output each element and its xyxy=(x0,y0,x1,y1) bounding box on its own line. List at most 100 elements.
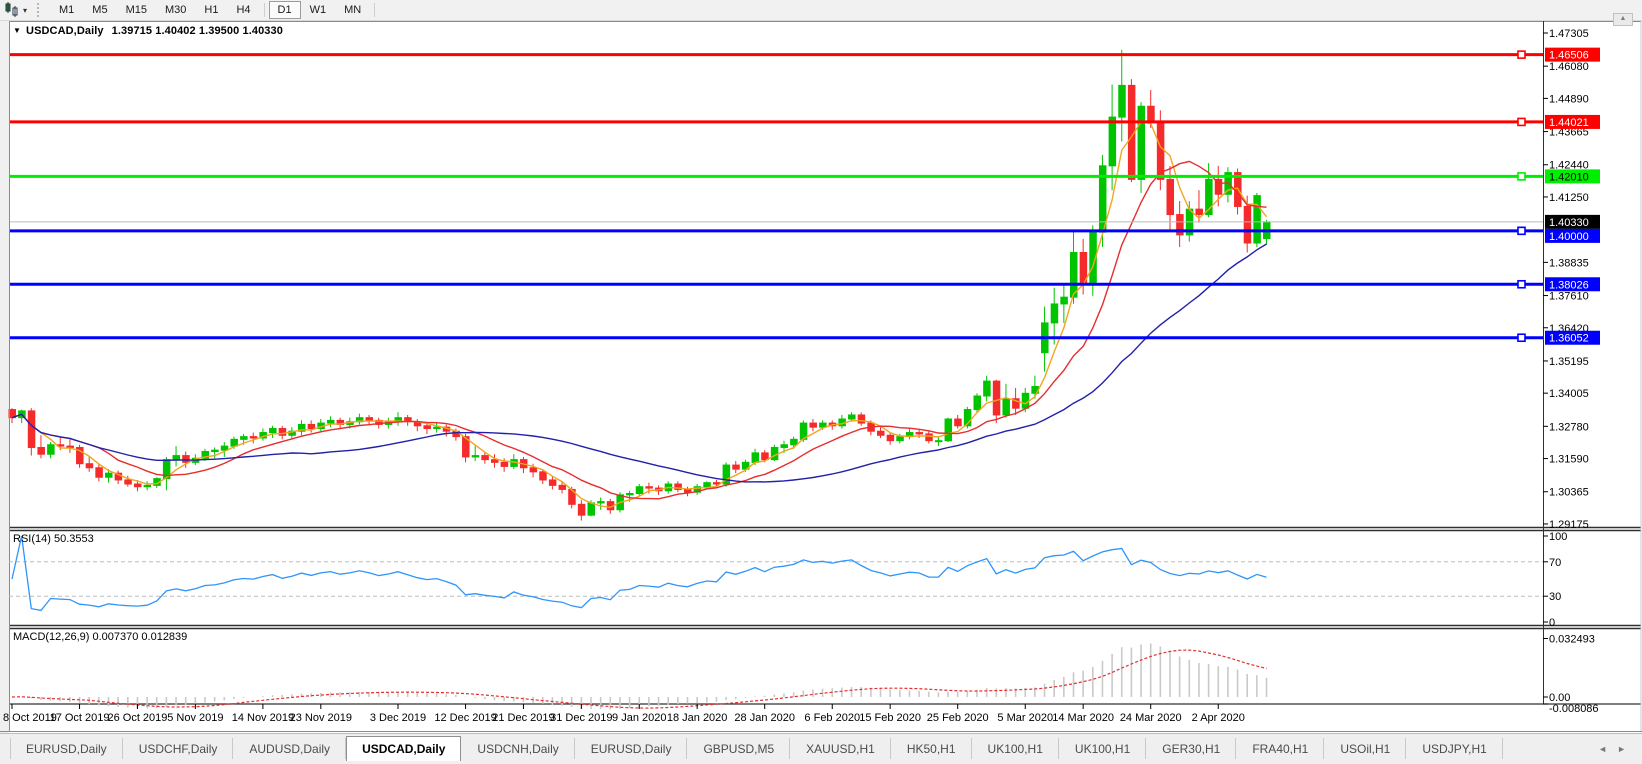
tab-scroll-left-icon[interactable]: ◄ xyxy=(1598,743,1608,754)
candle-body xyxy=(645,486,653,489)
toolbar-divider xyxy=(263,3,265,17)
macd-panel: 0.032493 0.00-0.008086 xyxy=(11,634,1599,715)
candle-body xyxy=(848,414,856,420)
candle-body xyxy=(587,502,595,516)
macd-tick-label: 0.032493 xyxy=(1549,634,1595,646)
date-tick-label: 24 Mar 2020 xyxy=(1120,712,1182,724)
chart-tab-usdchf-daily[interactable]: USDCHF,Daily xyxy=(123,738,234,759)
collapse-triangle-icon[interactable]: ▼ xyxy=(13,26,22,35)
chart-background xyxy=(9,21,1642,733)
candle-body xyxy=(47,444,55,455)
candle-body xyxy=(684,488,692,493)
chart-tab-uk100-h1[interactable]: UK100,H1 xyxy=(1059,738,1147,759)
date-tick-label: 25 Feb 2020 xyxy=(927,712,989,724)
level-handle[interactable] xyxy=(1517,117,1526,127)
scroll-up-button[interactable]: ▲ xyxy=(1613,13,1633,26)
candle-body xyxy=(819,422,827,428)
date-tick-label: 23 Nov 2019 xyxy=(290,712,352,724)
level-handle[interactable] xyxy=(1517,172,1526,181)
chart-tab-usdjpy-h1[interactable]: USDJPY,H1 xyxy=(1406,738,1503,759)
date-tick-label: 8 Oct 2019 xyxy=(3,712,57,724)
candle-body xyxy=(809,422,817,428)
date-tick-label: 6 Feb 2020 xyxy=(804,712,860,724)
level-handle[interactable] xyxy=(1517,279,1526,289)
date-tick-label: 31 Dec 2019 xyxy=(550,712,612,724)
rsi-indicator-label: RSI(14) 50.3553 xyxy=(13,533,94,545)
date-tick-label: 5 Mar 2020 xyxy=(997,712,1053,724)
level-handle[interactable] xyxy=(1517,333,1526,343)
chart-tabs: EURUSD,Daily USDCHF,Daily AUDUSD,Daily USDC… xyxy=(10,736,1503,761)
timeframe-button-h4[interactable]: H4 xyxy=(236,4,251,16)
macd-indicator-label: MACD(12,26,9) 0.007370 0.012839 xyxy=(13,631,188,643)
timeframe-button-m5[interactable]: M5 xyxy=(92,4,108,16)
candle-body xyxy=(983,380,991,397)
price-badge-bg xyxy=(1545,228,1600,243)
timeframe-toolbar: ▾ M1 M5 M15 M30 H1 H4 D1 W1 MN xyxy=(0,0,1642,21)
rsi-tick-label: 30 xyxy=(1549,591,1561,603)
timeframe-button-mn[interactable]: MN xyxy=(344,4,362,16)
candle-body xyxy=(307,423,316,430)
chart-tab-xauusd-h1[interactable]: XAUUSD,H1 xyxy=(790,738,891,759)
candle-body xyxy=(751,452,760,463)
level-handle[interactable] xyxy=(1517,226,1526,236)
chart-tab-gbpusd-m5[interactable]: GBPUSD,M5 xyxy=(687,738,791,759)
candle-body xyxy=(1176,214,1184,236)
date-tick-label: 2 Apr 2020 xyxy=(1192,712,1245,724)
date-tick-label: 21 Dec 2019 xyxy=(492,712,554,724)
timeframe-button-d1[interactable]: D1 xyxy=(268,1,301,19)
timeframe-button-h1[interactable]: H1 xyxy=(204,4,219,16)
candle-body xyxy=(1070,251,1078,298)
price-tick-label: 1.46080 xyxy=(1549,61,1589,73)
macd-tick-label: 0.00 xyxy=(1549,692,1570,704)
toolbar-grip[interactable] xyxy=(37,3,44,17)
candle-body xyxy=(278,428,287,436)
date-tick-label: 14 Nov 2019 xyxy=(232,712,294,724)
price-badge-label: 1.46506 xyxy=(1549,50,1589,62)
chart-tab-hk50-h1[interactable]: HK50,H1 xyxy=(891,738,972,759)
timeframe-button-m15[interactable]: M15 xyxy=(125,4,147,16)
chart-tab-usoil-h1[interactable]: USOil,H1 xyxy=(1324,738,1407,759)
toolbar-divider xyxy=(374,3,376,17)
chart-tab-ger30-h1[interactable]: GER30,H1 xyxy=(1146,738,1237,759)
timeframe-button-w1[interactable]: W1 xyxy=(309,4,327,16)
chevron-down-icon[interactable]: ▾ xyxy=(23,5,28,15)
date-tick-label: 12 Dec 2019 xyxy=(434,712,496,724)
timeframe-button-m1[interactable]: M1 xyxy=(59,4,75,16)
candle-body xyxy=(249,436,258,439)
price-tick-label: 1.30365 xyxy=(1549,487,1589,499)
timeframe-buttons: M1 M5 M15 M30 H1 H4 D1 W1 MN xyxy=(50,1,379,19)
chart-tab-usdcad-daily[interactable]: USDCAD,Daily xyxy=(346,736,462,761)
candle-body xyxy=(896,436,904,442)
candle-body xyxy=(1118,84,1126,118)
candle-body xyxy=(220,445,229,451)
candle-body xyxy=(240,436,248,440)
price-tick-label: 1.47305 xyxy=(1549,28,1589,40)
chart-tab-uk100-h1[interactable]: UK100,H1 xyxy=(972,738,1059,759)
chart-objects-icon[interactable] xyxy=(4,2,20,18)
price-tick-label: 1.44890 xyxy=(1549,93,1589,105)
rsi-line xyxy=(11,535,1267,612)
rsi-tick-label: 100 xyxy=(1549,531,1567,543)
ma-line-slow xyxy=(11,243,1267,483)
price-badge-1.46506: 1.46506 xyxy=(1545,47,1600,62)
chart-tab-fra40-h1[interactable]: FRA40,H1 xyxy=(1236,738,1325,759)
chart-tab-usdcnh-daily[interactable]: USDCNH,Daily xyxy=(461,738,575,759)
chart-tab-audusd-daily[interactable]: AUDUSD,Daily xyxy=(233,738,347,759)
timeframe-button-m30[interactable]: M30 xyxy=(164,4,187,16)
candle-body xyxy=(539,471,547,481)
price-tick-label: 1.31590 xyxy=(1549,454,1589,466)
tab-scroll-right-icon[interactable]: ► xyxy=(1617,743,1626,754)
price-badge-label: 1.42010 xyxy=(1549,171,1589,183)
candlestick-pattern-icon xyxy=(5,2,18,17)
chart-tab-bar: EURUSD,Daily USDCHF,Daily AUDUSD,Daily USDC… xyxy=(0,733,1642,764)
candle-body xyxy=(124,479,132,485)
chart-tab-eurusd-daily[interactable]: EURUSD,Daily xyxy=(10,738,123,759)
candle-body xyxy=(1205,178,1213,216)
candle-body xyxy=(529,467,538,473)
price-badge-bg xyxy=(1545,114,1600,129)
chart-tab-eurusd-daily[interactable]: EURUSD,Daily xyxy=(575,738,688,759)
candle-body xyxy=(597,501,605,504)
level-handle[interactable] xyxy=(1517,50,1526,59)
date-tick-label: 14 Mar 2020 xyxy=(1052,712,1114,724)
